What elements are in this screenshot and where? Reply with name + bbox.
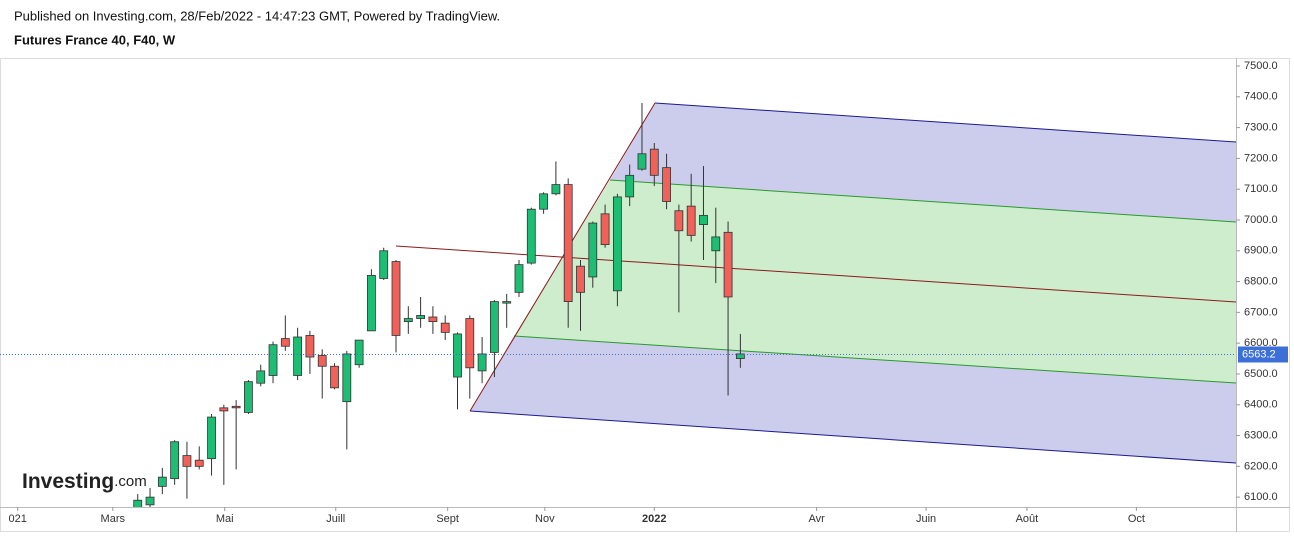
last-price-label: 6563.2 [1242,348,1276,360]
candle-body [612,196,622,292]
candle-body [317,355,327,367]
candle-body [576,265,585,293]
candle-body [711,236,721,252]
candle-body [563,184,573,302]
candle-body [588,222,598,278]
x-tick-label: Mars [101,513,126,525]
candle-body [268,344,278,376]
candle-body [674,210,684,232]
candle-body [367,275,376,332]
x-tick-label: Sept [436,513,459,525]
candle-body [170,441,180,480]
candle-body [637,153,647,170]
candle-body [219,407,229,412]
candle-body [145,496,155,506]
candle-body [182,455,192,467]
candle-body [551,184,561,195]
y-tick-label: 6200.0 [1244,460,1278,472]
candle-body [391,261,401,336]
pitchfork-upper-zone [610,103,1236,222]
candle-body [477,353,487,372]
y-tick-label: 6600.0 [1244,337,1278,349]
candle-body [625,174,635,198]
pitchfork [133,102,1236,507]
candle-body [465,318,475,369]
candle-body [416,315,426,319]
candles [133,102,745,507]
candle-body [403,318,413,323]
y-tick-label: 7300.0 [1244,122,1278,134]
x-tick-label: Avr [808,513,825,525]
candle-body [231,405,241,409]
x-tick-label: Nov [535,513,555,525]
logo-brand: Investing.com [22,470,147,493]
candle-body [207,416,216,460]
logo-brand-text: Investing [22,470,114,493]
pitchfork-top [654,102,1236,143]
candle-body [489,301,499,353]
x-tick-label: 2022 [642,513,666,525]
y-tick-label: 6400.0 [1244,399,1278,411]
pitchfork-bottom [469,410,1236,464]
candle-body [293,336,303,376]
y-tick-label: 6100.0 [1244,491,1278,503]
pitchfork-median [395,245,1236,303]
candle-body [526,208,536,264]
candle-body [342,353,352,403]
candle-body [330,365,339,389]
candle-body [453,333,462,378]
candle-body [157,476,167,487]
pitchfork-inner-bottom [513,335,1236,384]
candle-body [354,339,364,366]
y-tick-label: 6700.0 [1244,306,1278,318]
y-tick-label: 6800.0 [1244,275,1278,287]
y-tick-label: 7400.0 [1244,91,1278,103]
candle-body [502,301,512,304]
pitchfork-inner-top [609,179,1236,223]
candle-body [305,335,315,358]
y-tick-label: 6900.0 [1244,245,1278,257]
y-tick-label: 7000.0 [1244,214,1278,226]
candle-body [280,338,290,347]
published-line: Published on Investing.com, 28/Feb/2022 … [14,8,500,23]
x-tick-label: Août [1016,513,1039,525]
logo: Investing.com [22,470,147,493]
logo-suffix: .com [114,473,147,490]
candle-body [379,250,389,279]
y-tick-label: 7200.0 [1244,152,1278,164]
candle-body [256,370,266,384]
candle-body [514,264,524,293]
candle-body [649,148,659,176]
x-tick-label: Juin [916,513,936,525]
candle-body [428,316,438,323]
last-price-box [1238,346,1288,363]
candle-body [600,213,610,246]
x-tick-label: Juill [326,513,345,525]
pitchfork-lower-zone [470,336,1236,463]
y-tick-label: 6500.0 [1244,368,1278,380]
candle-body [686,205,696,236]
y-tick-label: 6300.0 [1244,429,1278,441]
x-tick-label: Mai [216,513,234,525]
candle-body [133,499,143,507]
candle-body [735,353,745,359]
x-tick-label: Oct [1128,513,1145,525]
pitchfork-handle [469,102,656,412]
x-tick-label: 021 [9,513,27,525]
candle-body [539,193,548,210]
y-tick-label: 7500.0 [1244,60,1278,72]
y-tick-label: 7100.0 [1244,183,1278,195]
candle-body [723,231,733,298]
candle-body [440,322,450,333]
candle-body [194,459,204,467]
candle-body [662,167,671,202]
candle-body [699,214,708,226]
candle-body [244,381,253,413]
symbol-title: Futures France 40, F40, W [14,32,176,47]
